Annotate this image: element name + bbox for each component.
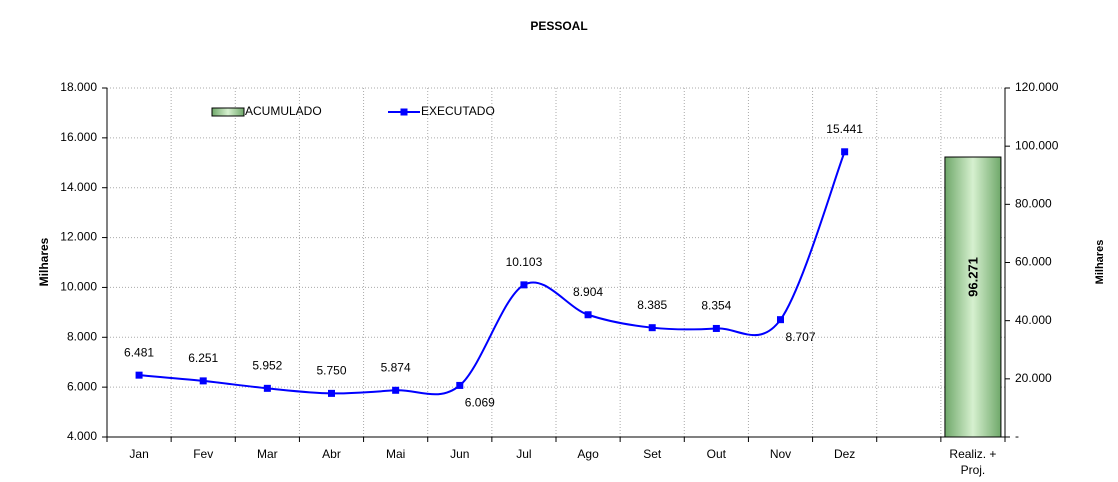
y2-axis-title: Milhares [1094, 240, 1106, 285]
point [648, 324, 656, 332]
x-tick-label: Jan [129, 447, 148, 461]
point [328, 389, 335, 397]
point [584, 311, 592, 319]
point [392, 386, 400, 394]
bar [944, 156, 1002, 438]
legend-swatch [211, 107, 245, 117]
x-tick-label: Set [643, 447, 662, 461]
y2-tick-label: 60.000 [1015, 255, 1052, 269]
y-tick-label: 8.000 [67, 329, 97, 343]
y-tick-label: 18.000 [60, 80, 97, 94]
x-tick-label: Nov [770, 447, 791, 461]
x-tick-label: Abr [322, 447, 341, 461]
y-tick-label: 16.000 [60, 130, 97, 144]
data-label: 5.952 [252, 359, 282, 373]
data-label: 8.707 [785, 330, 815, 344]
point [199, 377, 207, 385]
x-tick-label: Jul [516, 447, 531, 461]
y2-tick-label: 80.000 [1015, 197, 1052, 211]
data-label: 6.069 [465, 396, 495, 410]
data-label: 8.385 [637, 298, 667, 312]
data-label: 6.251 [188, 351, 218, 365]
legend-label: ACUMULADO [245, 104, 322, 118]
x-tick-label: Ago [577, 447, 599, 461]
data-label: 8.354 [701, 299, 731, 313]
data-label: 8.904 [573, 285, 603, 299]
y-tick-label: 10.000 [60, 280, 97, 294]
point [520, 281, 528, 289]
data-label: 10.103 [506, 255, 543, 269]
data-label: 5.750 [316, 364, 346, 378]
data-label: 6.481 [124, 345, 154, 359]
point [841, 148, 849, 156]
point [263, 384, 271, 392]
y2-tick-label: 40.000 [1015, 313, 1052, 327]
y-tick-label: 14.000 [60, 180, 97, 194]
x-tick-label: Realiz. + Proj. [949, 447, 996, 477]
y-tick-label: 12.000 [60, 230, 97, 244]
point [777, 316, 784, 324]
x-tick-label: Fev [193, 447, 213, 461]
y2-tick-label: 20.000 [1015, 371, 1052, 385]
chart-title: PESSOAL [530, 19, 587, 33]
legend-label: EXECUTADO [421, 104, 495, 118]
data-label: 15.441 [826, 122, 863, 136]
y2-tick-label: 100.000 [1015, 138, 1059, 152]
bar-value-label: 96.271 [965, 257, 980, 297]
x-tick-label: Out [707, 447, 727, 461]
y-tick-label: 6.000 [67, 379, 97, 393]
y2-tick-label: 120.000 [1015, 80, 1059, 94]
point [135, 371, 143, 379]
point [456, 381, 464, 389]
y-tick-label: 4.000 [67, 429, 97, 443]
legend-swatch [400, 108, 408, 116]
point [712, 324, 720, 332]
x-tick-label: Mai [386, 447, 405, 461]
y2-tick-label: - [1015, 429, 1019, 443]
x-tick-label: Jun [450, 447, 469, 461]
x-tick-label: Dez [834, 447, 855, 461]
y-axis-title: Milhares [37, 237, 51, 286]
data-label: 5.874 [381, 360, 411, 374]
x-tick-label: Mar [257, 447, 278, 461]
